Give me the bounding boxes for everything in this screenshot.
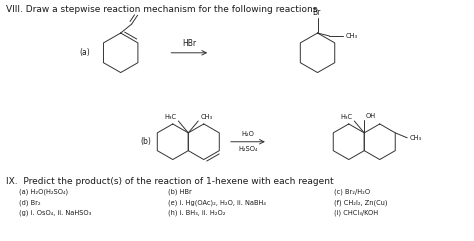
Text: VIII. Draw a stepwise reaction mechanism for the following reactions: VIII. Draw a stepwise reaction mechanism… [6,5,318,14]
Text: (c) Br₂/H₂O: (c) Br₂/H₂O [335,188,371,195]
Text: (d) Br₂: (d) Br₂ [19,199,41,206]
Text: OH: OH [365,113,375,119]
Text: IX.  Predict the product(s) of the reaction of 1-hexene with each reagent: IX. Predict the product(s) of the reacti… [6,177,334,186]
Text: H₂O: H₂O [241,131,255,137]
Text: CH₃: CH₃ [409,135,421,141]
Text: CH₃: CH₃ [346,33,357,39]
Text: (f) CH₂I₂, Zn(Cu): (f) CH₂I₂, Zn(Cu) [335,199,388,206]
Text: H₃C: H₃C [340,114,352,120]
Text: (a): (a) [79,48,90,57]
Text: H₂SO₄: H₂SO₄ [238,146,258,152]
Text: (g) i. OsO₄, ii. NaHSO₃: (g) i. OsO₄, ii. NaHSO₃ [19,210,91,216]
Text: (b) HBr: (b) HBr [168,188,192,195]
Text: (i) CHCl₃/KOH: (i) CHCl₃/KOH [335,210,379,216]
Text: (a) H₂O(H₂SO₄): (a) H₂O(H₂SO₄) [19,188,68,195]
Text: (b): (b) [141,137,152,146]
Text: (e) i. Hg(OAc)₂, H₂O, ii. NaBH₄: (e) i. Hg(OAc)₂, H₂O, ii. NaBH₄ [168,199,266,206]
Text: (h) i. BH₃, ii. H₂O₂: (h) i. BH₃, ii. H₂O₂ [168,210,226,216]
Text: Br: Br [312,8,321,17]
Text: CH₃: CH₃ [200,114,212,120]
Text: H₃C: H₃C [164,114,176,120]
Text: HBr: HBr [182,39,196,48]
